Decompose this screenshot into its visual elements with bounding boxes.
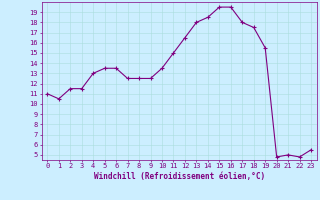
X-axis label: Windchill (Refroidissement éolien,°C): Windchill (Refroidissement éolien,°C): [94, 172, 265, 181]
